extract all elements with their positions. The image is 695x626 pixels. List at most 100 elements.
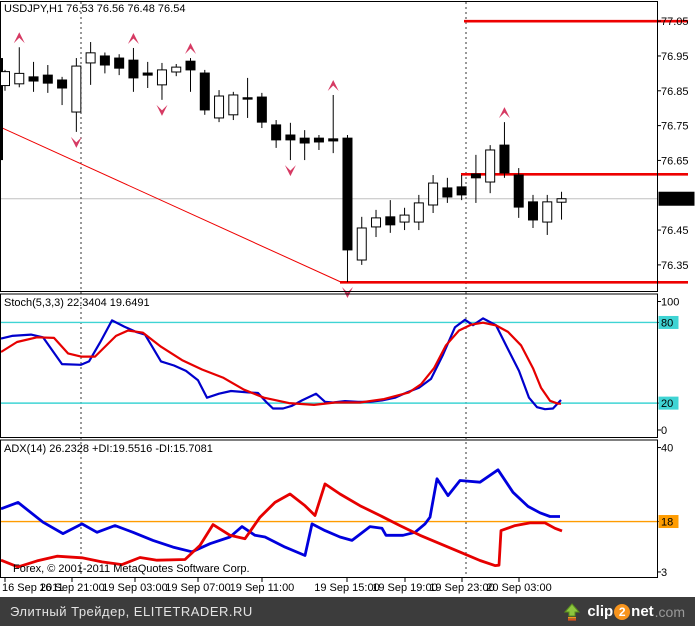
candle-bearish [442,187,453,198]
candle-bullish [71,65,82,113]
clip2net-logo-2: 2 [614,603,631,620]
price-axis-label: 76.35 [661,260,689,272]
price-axis-label: 76.85 [661,86,689,98]
panel-border [0,439,658,578]
clip2net-logo[interactable]: clip 2 net .com [562,602,685,621]
indicator-axis-label: 18 [661,517,673,529]
price-axis-label: 77.05 [661,16,689,28]
candle-bearish [456,186,467,196]
current-price-tag [658,191,695,206]
fractal-down-icon [70,136,82,148]
time-axis-label: 16 Sep 21:00 [39,582,104,594]
trendline-object[interactable] [0,126,344,284]
candle-bullish [228,94,239,116]
clip2net-upload-icon [564,603,581,621]
candle-bullish [85,52,96,64]
price-axis-label: 76.75 [661,121,689,133]
fractal-up-icon [327,79,339,91]
candle-bearish [242,97,253,100]
candle-bullish [399,214,410,223]
candle-bearish [256,96,267,123]
fractal-down-icon [156,104,168,116]
fractal-up-icon [127,32,139,44]
indicator-axis-label: 80 [661,317,673,329]
candle-bearish [128,59,139,79]
candle-bullish [214,95,225,119]
time-axis-label: 20 Sep 03:00 [486,582,551,594]
attribution-text: Элитный Трейдер, ELITETRADER.RU [10,604,253,619]
candle-bearish [57,79,68,89]
indicator-level-tag [658,315,679,329]
candle-bearish [185,60,196,71]
candle-bullish [413,202,424,223]
candle-bearish [299,137,310,144]
candle-bearish [42,74,53,84]
candle-bearish [142,72,153,76]
fractal-up-icon [13,32,25,44]
copyright-text: Forex, © 2001-2011 MetaQuotes Software C… [13,563,250,575]
fractal-up-icon [498,107,510,119]
candle-bullish [356,227,367,261]
time-axis-label: 19 Sep 03:00 [102,582,167,594]
price-axis-label: 76.95 [661,51,689,63]
candle-bullish [428,182,439,206]
candle-bearish [499,144,510,174]
price-axis-label: 76.65 [661,155,689,167]
panel-border [0,1,658,292]
candle-bearish [328,138,339,142]
adx--DI-line [0,482,563,569]
candle-bearish [199,72,210,111]
fractal-up-icon [185,43,197,55]
indicator-axis-label: 20 [661,398,673,410]
candle-bullish [485,149,496,183]
candle-bullish [156,69,167,86]
indicator-level-tag [658,396,679,410]
time-axis-label: 19 Sep 15:00 [314,582,379,594]
indicator-level-tag [658,515,679,529]
candle-bullish [0,71,10,87]
time-axis-label: 16 Sep 2011 [2,582,64,594]
candle-bearish [470,173,481,179]
candle-bearish [28,76,39,82]
indicator-axis-label: 40 [661,443,673,455]
price-axis-label: 76.45 [661,225,689,237]
indicator-axis-label: 100 [661,297,679,309]
clip2net-logo-com: .com [654,603,685,620]
time-axis-label: 19 Sep 23:00 [429,582,494,594]
adx-+DI-line [0,468,560,557]
candle-bullish [542,201,553,223]
candle-bearish [313,137,324,143]
current-price-label: 76.54 [661,194,689,206]
indicator-axis-label: 3 [661,567,667,579]
candle-partial [0,58,3,161]
candle-bullish [371,217,382,228]
candle-bearish [99,55,110,66]
chart-canvas[interactable]: 77.05 76.95 76.85 76.75 76.65 76.45 76.35 76.54… [0,0,695,597]
clip2net-logo-clip: clip [587,603,614,620]
candle-bearish [342,137,353,251]
adx-indicator-label: ADX(14) 26.2328 +DI:19.5516 -DI:15.7081 [4,443,213,455]
fractal-down-icon [341,286,353,298]
fractal-down-icon [284,165,296,177]
candle-bullish [556,198,567,203]
candle-bullish [171,66,182,73]
candle-bearish [385,216,396,226]
time-axis-label: 19 Sep 19:00 [372,582,437,594]
candle-bearish [271,124,282,141]
stoch-indicator-label: Stoch(5,3,3) 22.3404 19.6491 [4,297,150,309]
attribution-bar: Элитный Трейдер, ELITETRADER.RU clip 2 n… [0,597,695,626]
indicator-axis-label: 0 [661,425,667,437]
clip2net-logo-net: net [631,603,654,620]
stoch-main-line [0,317,562,411]
time-axis-label: 19 Sep 11:00 [230,582,295,594]
candle-bullish [14,72,25,85]
candle-bearish [114,57,125,69]
stoch-signal-line [0,321,561,406]
panel-border [0,293,658,438]
candle-bearish [285,134,296,141]
chart-title: USDJPY,H1 76.53 76.56 76.48 76.54 [4,3,186,15]
candle-bearish [527,201,538,221]
time-axis-label: 19 Sep 07:00 [165,582,230,594]
candle-bearish [513,174,524,208]
